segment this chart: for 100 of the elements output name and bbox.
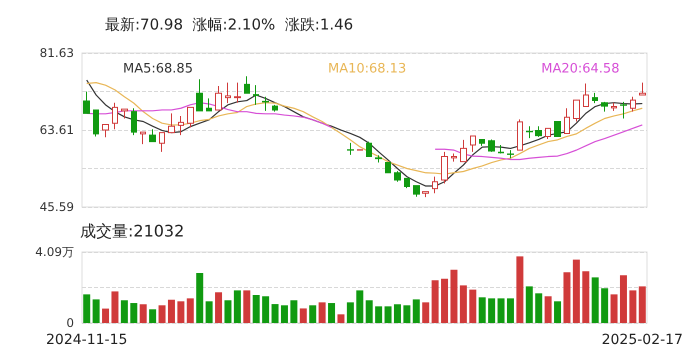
bar [432,280,439,323]
candlestick [479,138,485,146]
candlestick [253,84,259,106]
candlestick [93,109,99,137]
bar [346,302,354,323]
candlestick [526,126,533,139]
candlestick [535,126,542,138]
candlestick [357,148,363,152]
bar [215,292,222,323]
bar [309,305,316,323]
bar [375,306,382,323]
candlestick [244,76,250,94]
candlestick [630,96,636,112]
x-tick-label: 2025-02-17 [602,332,683,348]
bar [469,290,476,323]
x-tick-label: 2024-11-15 [46,332,128,348]
candlestick [83,91,90,114]
candlestick [272,104,278,112]
bar [516,256,524,323]
bar [498,298,505,323]
candlestick [441,151,448,184]
bar [384,306,392,323]
candlestick [432,176,438,194]
candlestick [498,144,504,154]
candlestick [470,136,476,152]
bar [610,294,618,323]
bar [526,286,533,323]
bar [356,290,364,323]
bar [629,290,636,323]
candlestick [178,115,184,136]
bar [601,288,608,323]
y-tick-label: 63.61 [40,123,74,137]
bar [234,290,241,323]
bar [111,291,118,323]
candlestick [234,82,241,104]
bar [140,304,147,323]
bar [102,308,110,323]
bar [252,295,260,323]
candlestick [620,101,627,120]
bar [394,304,401,323]
bar [366,300,373,323]
candlestick [404,178,410,189]
candlestick [225,82,231,104]
bar [83,294,90,323]
bar [544,296,552,323]
bar [460,285,467,323]
bar [206,301,213,323]
candlestick [583,82,589,108]
bar [120,300,128,323]
candlestick [488,138,495,152]
bar [403,305,410,323]
candlestick [102,124,109,138]
candlestick [187,106,194,128]
bar [422,302,430,323]
bar [186,298,194,323]
bar [506,298,514,323]
candlestick [451,153,457,162]
candlestick [592,92,598,104]
candlestick [611,102,617,112]
candlestick [196,78,203,112]
bar [196,273,204,323]
bar [450,270,458,323]
candlestick [215,86,222,110]
y-tick-label: 0 [66,316,74,330]
bar [620,275,627,323]
candlestick [366,141,372,158]
bar [592,277,599,323]
candlestick [460,139,467,162]
candlestick [517,118,523,151]
bar [272,304,279,323]
candlestick [149,128,156,142]
bar [441,278,448,323]
text: MA10:68.13 [328,62,406,76]
bar [130,303,138,323]
candlestick [131,108,137,136]
text: MA20:64.58 [541,62,620,76]
y-tick-label: 45.59 [40,200,74,214]
bar [177,301,184,323]
bar [328,303,336,323]
bar [563,272,570,323]
candlestick [206,98,212,112]
bar [318,302,326,323]
candlestick [413,185,420,198]
candlestick [554,120,561,137]
bar [554,301,562,323]
bar [262,296,270,323]
bar [337,314,344,323]
bar [280,305,288,323]
candlestick [140,132,146,145]
candlestick [112,102,118,130]
text: MA5:68.85 [123,62,193,76]
candlestick [422,191,429,198]
candlestick [564,108,570,134]
bar [412,299,420,323]
candlestick [375,154,382,164]
candlestick [601,101,608,112]
text: 成交量:21032 [80,222,184,240]
bar [158,305,166,323]
bar [243,290,250,323]
bar [488,298,496,323]
